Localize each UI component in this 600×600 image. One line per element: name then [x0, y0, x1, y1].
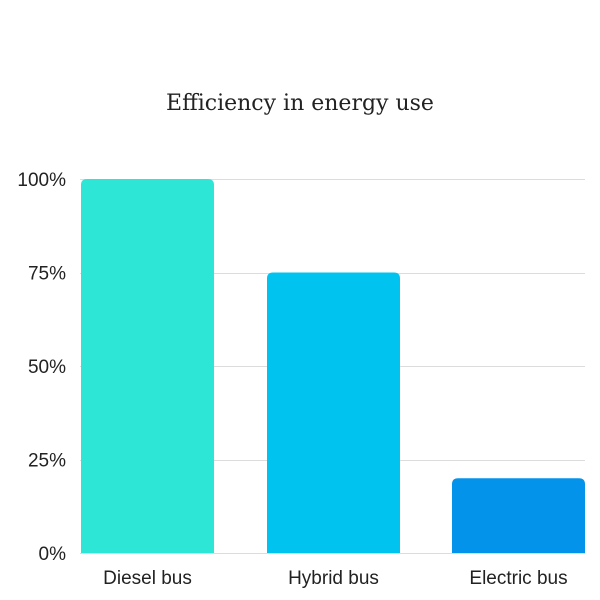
- chart-title: Efficiency in energy use: [166, 91, 434, 116]
- y-tick-label: 50%: [28, 357, 66, 378]
- x-category-label: Diesel bus: [103, 568, 192, 589]
- y-axis-ticks: 0% 25% 50% 75% 100%: [17, 170, 66, 565]
- y-tick-label: 100%: [17, 170, 66, 191]
- x-category-label: Electric bus: [469, 568, 567, 589]
- x-category-label: Hybrid bus: [288, 568, 379, 589]
- bar-electric-bus: [452, 478, 585, 553]
- y-tick-label: 25%: [28, 451, 66, 472]
- y-tick-label: 0%: [39, 544, 67, 565]
- bar-hybrid-bus: [267, 272, 400, 553]
- x-axis-labels: Diesel bus Hybrid bus Electric bus: [103, 568, 567, 589]
- y-tick-label: 75%: [28, 264, 66, 285]
- bar-diesel-bus: [81, 179, 214, 553]
- bars: [81, 179, 585, 553]
